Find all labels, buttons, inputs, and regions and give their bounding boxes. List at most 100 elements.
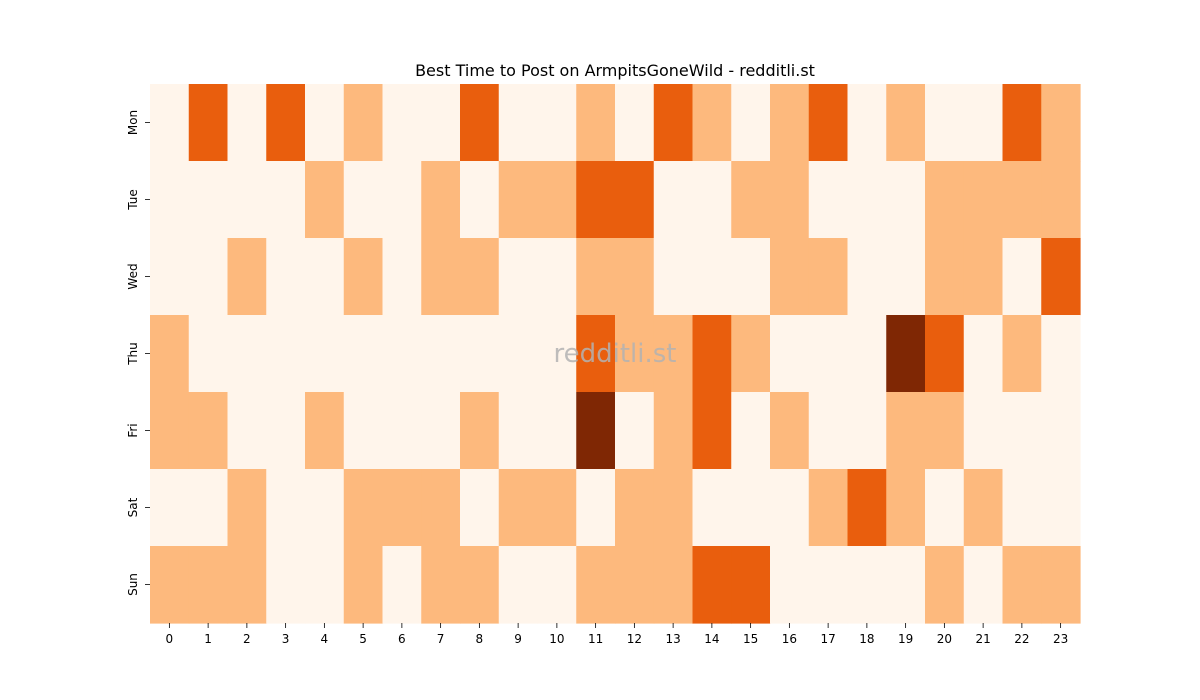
heatmap-cell-fri-18 [847, 392, 887, 470]
heatmap-cell-thu-17 [808, 315, 849, 393]
heatmap-cell-wed-20 [925, 238, 965, 316]
x-tick-label-1: 1 [204, 632, 212, 646]
heatmap-cell-sat-12 [615, 469, 655, 547]
heatmap-cell-wed-19 [886, 238, 926, 316]
x-tick-label-19: 19 [898, 632, 913, 646]
heatmap-cell-tue-8 [460, 161, 500, 239]
heatmap-cell-thu-5 [343, 315, 384, 393]
heatmap-cell-thu-4 [305, 315, 345, 393]
heatmap-cell-tue-21 [963, 161, 1004, 239]
heatmap-cell-tue-12 [615, 161, 655, 239]
heatmap-cell-mon-2 [227, 84, 267, 162]
heatmap-cell-sun-21 [963, 546, 1004, 624]
heatmap-cell-sat-17 [808, 469, 849, 547]
watermark: redditli.st [554, 339, 677, 369]
x-tick-label-5: 5 [359, 632, 367, 646]
heatmap-cell-sat-20 [925, 469, 965, 547]
heatmap-cell-thu-19 [886, 315, 926, 393]
heatmap-cell-tue-19 [886, 161, 926, 239]
heatmap-cell-fri-7 [421, 392, 461, 470]
heatmap-cell-thu-11 [576, 315, 616, 393]
x-tick-label-11: 11 [588, 632, 603, 646]
heatmap-cell-sun-7 [421, 546, 461, 624]
heatmap-cells [150, 84, 1081, 624]
heatmap-cell-fri-23 [1041, 392, 1081, 470]
heatmap-cell-mon-15 [731, 84, 771, 162]
heatmap-cell-wed-21 [963, 238, 1004, 316]
y-axis-ticks: Mon Tue Wed Thu Fri Sat Sun [126, 110, 150, 596]
x-tick-label-10: 10 [549, 632, 564, 646]
heatmap-cell-wed-7 [421, 238, 461, 316]
heatmap-cell-thu-9 [498, 315, 539, 393]
heatmap-cell-sun-6 [382, 546, 422, 624]
heatmap-cell-wed-11 [576, 238, 616, 316]
heatmap-cell-sat-15 [731, 469, 771, 547]
heatmap-cell-wed-1 [188, 238, 229, 316]
heatmap-cell-fri-11 [576, 392, 616, 470]
heatmap-cell-wed-9 [498, 238, 539, 316]
heatmap-cell-wed-3 [266, 238, 306, 316]
heatmap-cell-mon-7 [421, 84, 461, 162]
heatmap-cell-wed-5 [343, 238, 384, 316]
heatmap-cell-tue-9 [498, 161, 539, 239]
heatmap-cell-wed-17 [808, 238, 849, 316]
heatmap-cell-mon-9 [498, 84, 539, 162]
x-tick-label-16: 16 [782, 632, 797, 646]
heatmap-cell-wed-14 [692, 238, 732, 316]
heatmap-cell-tue-6 [382, 161, 422, 239]
heatmap-cell-thu-18 [847, 315, 887, 393]
heatmap-cell-fri-6 [382, 392, 422, 470]
heatmap-cell-sat-22 [1002, 469, 1042, 547]
heatmap-cell-sat-8 [460, 469, 500, 547]
heatmap-cell-mon-17 [808, 84, 849, 162]
heatmap-cell-fri-17 [808, 392, 849, 470]
heatmap-cell-thu-10 [537, 315, 577, 393]
heatmap-cell-sat-2 [227, 469, 267, 547]
heatmap-cell-mon-23 [1041, 84, 1081, 162]
heatmap-cell-sun-3 [266, 546, 306, 624]
x-tick-label-6: 6 [398, 632, 406, 646]
heatmap-cell-fri-2 [227, 392, 267, 470]
heatmap-cell-thu-16 [770, 315, 810, 393]
heatmap-cell-tue-3 [266, 161, 306, 239]
x-axis-ticks: 0 1 2 3 4 5 6 7 8 9 10 11 12 13 14 15 16 17 18 19 20 21 22 23 [166, 623, 1068, 646]
heatmap-cell-fri-3 [266, 392, 306, 470]
heatmap-cell-sun-0 [150, 546, 190, 624]
x-tick-label-4: 4 [321, 632, 329, 646]
y-tick-label-fri: Fri [126, 423, 140, 437]
heatmap-cell-tue-15 [731, 161, 771, 239]
heatmap-cell-mon-5 [343, 84, 384, 162]
x-tick-label-15: 15 [743, 632, 758, 646]
heatmap-cell-sun-4 [305, 546, 345, 624]
x-tick-label-0: 0 [166, 632, 174, 646]
heatmap-cell-fri-19 [886, 392, 926, 470]
heatmap-cell-sat-18 [847, 469, 887, 547]
heatmap-cell-fri-12 [615, 392, 655, 470]
x-tick-label-7: 7 [437, 632, 445, 646]
heatmap-cell-thu-2 [227, 315, 267, 393]
heatmap-cell-sun-14 [692, 546, 732, 624]
heatmap-cell-mon-6 [382, 84, 422, 162]
heatmap-cell-sat-7 [421, 469, 461, 547]
x-tick-label-17: 17 [820, 632, 835, 646]
heatmap-cell-thu-0 [150, 315, 190, 393]
heatmap-cell-mon-22 [1002, 84, 1042, 162]
heatmap-cell-thu-13 [653, 315, 694, 393]
y-tick-label-wed: Wed [126, 263, 140, 289]
heatmap-cell-thu-12 [615, 315, 655, 393]
heatmap-cell-fri-1 [188, 392, 229, 470]
x-tick-label-22: 22 [1014, 632, 1029, 646]
heatmap-cell-fri-4 [305, 392, 345, 470]
heatmap-cell-wed-16 [770, 238, 810, 316]
heatmap-cell-tue-23 [1041, 161, 1081, 239]
heatmap-cell-mon-21 [963, 84, 1004, 162]
heatmap-cell-sun-10 [537, 546, 577, 624]
x-tick-label-2: 2 [243, 632, 251, 646]
heatmap-cell-tue-1 [188, 161, 229, 239]
heatmap-cell-thu-20 [925, 315, 965, 393]
heatmap-cell-thu-1 [188, 315, 229, 393]
heatmap-cell-sat-0 [150, 469, 190, 547]
heatmap-cell-sat-1 [188, 469, 229, 547]
heatmap-cell-mon-20 [925, 84, 965, 162]
